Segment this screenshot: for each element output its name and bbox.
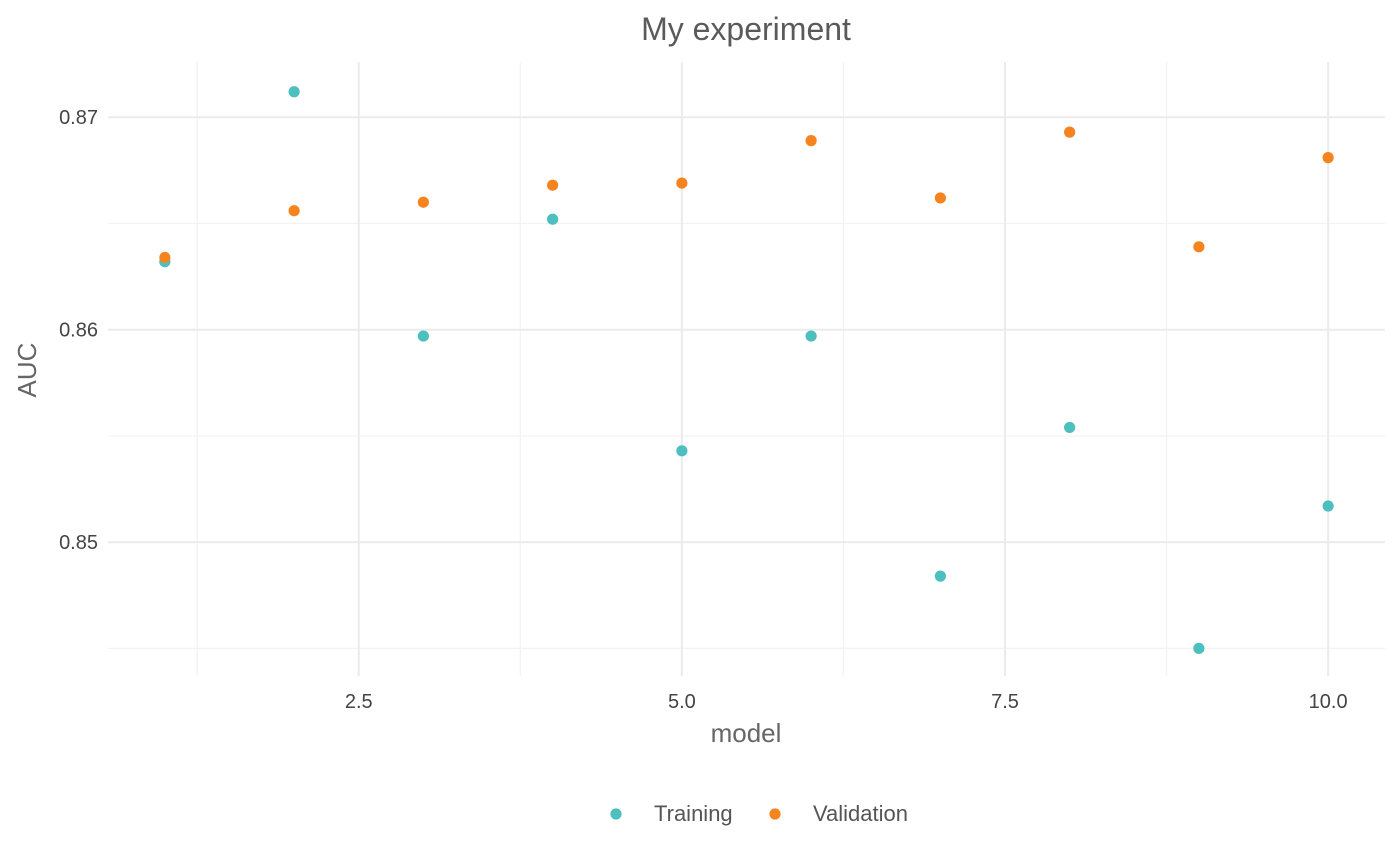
data-point [1322,500,1334,512]
data-points [159,86,1334,654]
data-point [934,192,946,204]
legend-label: Training [654,801,733,826]
y-axis-title: AUC [12,343,42,398]
series-validation [159,126,1334,264]
x-axis-ticks: 2.5 5.0 7.5 10.0 [345,691,1348,713]
y-tick-label: 0.87 [59,107,98,129]
x-tick-label: 5.0 [668,691,696,713]
data-point [934,570,946,582]
x-tick-label: 10.0 [1309,691,1348,713]
legend-key [769,808,781,820]
data-point [417,330,429,342]
x-tick-label: 7.5 [991,691,1019,713]
legend: Training Validation [610,801,908,826]
chart-title: My experiment [641,11,851,47]
data-point [1064,126,1076,138]
data-point [547,179,559,191]
grid [108,62,1385,676]
x-tick-label: 2.5 [345,691,373,713]
legend-item-training: Training [610,801,733,826]
series-training [159,86,1334,654]
data-point [288,205,300,217]
legend-key [610,808,622,820]
y-axis-ticks: 0.85 0.86 0.87 [59,107,98,554]
data-point [1193,642,1205,654]
data-point [1322,152,1334,164]
data-point [1064,421,1076,434]
data-point [805,330,817,342]
data-point [676,445,688,457]
data-point [417,196,429,208]
data-point [288,86,300,98]
legend-item-validation: Validation [769,801,908,826]
y-tick-label: 0.86 [59,320,98,342]
data-point [805,135,817,147]
x-axis-title: model [711,718,782,748]
legend-label: Validation [813,801,908,826]
y-tick-label: 0.85 [59,532,98,554]
data-point [676,177,688,189]
data-point [1193,241,1205,253]
data-point [159,251,171,264]
data-point [547,213,559,225]
